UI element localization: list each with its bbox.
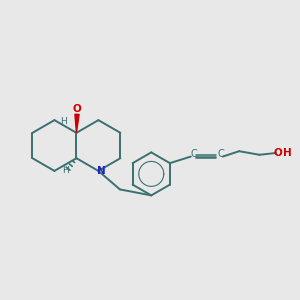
- Text: H: H: [62, 166, 68, 175]
- Text: N: N: [97, 166, 106, 176]
- Text: H: H: [61, 117, 67, 126]
- Text: H: H: [283, 148, 292, 158]
- Text: C: C: [218, 148, 224, 159]
- Text: O: O: [73, 104, 81, 114]
- Text: O: O: [274, 148, 282, 158]
- Polygon shape: [75, 114, 79, 133]
- Text: C: C: [191, 148, 197, 159]
